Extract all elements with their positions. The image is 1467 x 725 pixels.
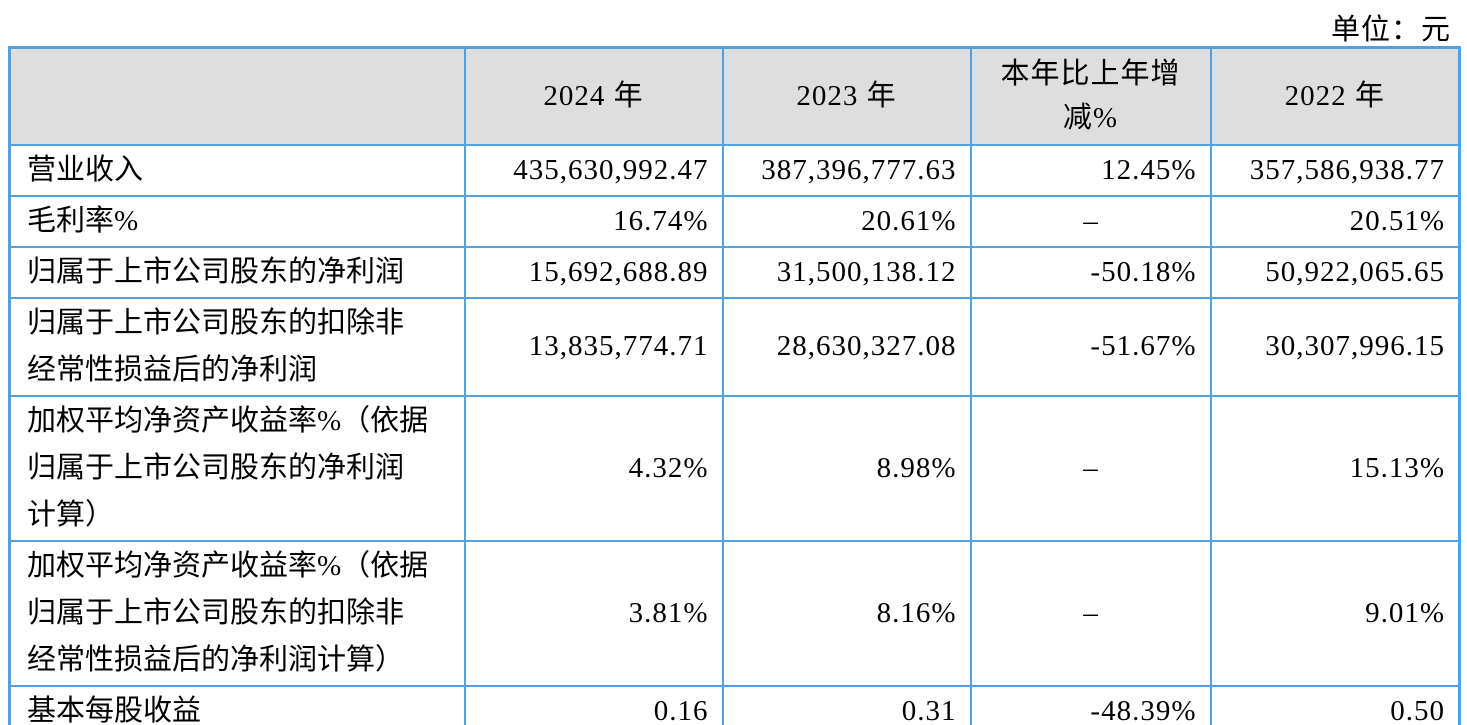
row-label: 营业收入	[8, 143, 466, 197]
cell-value: 9.01%	[1209, 539, 1461, 687]
header-cell-1: 2024 年	[463, 46, 724, 146]
table-row: 加权平均净资产收益率%（依据 归属于上市公司股东的扣除非 经常性损益后的净利润计…	[8, 539, 1461, 687]
cell-value: –	[969, 394, 1212, 542]
table-row: 加权平均净资产收益率%（依据 归属于上市公司股东的净利润 计算） 4.32% 8.9…	[8, 394, 1461, 542]
cell-value: 4.32%	[463, 394, 724, 542]
table-row: 毛利率% 16.74% 20.61% –20.51%	[8, 194, 1461, 248]
cell-value: 0.31	[721, 684, 972, 725]
cell-value: 20.51%	[1209, 194, 1461, 248]
header-cell-metric	[8, 46, 466, 146]
table-row: 营业收入 435,630,992.47 387,396,777.63 12.45% 35…	[8, 143, 1461, 197]
cell-value: 28,630,327.08	[721, 296, 972, 397]
row-label: 归属于上市公司股东的扣除非 经常性损益后的净利润	[8, 296, 466, 397]
cell-value: 20.61%	[721, 194, 972, 248]
cell-value: 8.98%	[721, 394, 972, 542]
row-label: 加权平均净资产收益率%（依据 归属于上市公司股东的净利润 计算）	[8, 394, 466, 542]
table-row: 归属于上市公司股东的扣除非 经常性损益后的净利润 13,835,774.71 28,…	[8, 296, 1461, 397]
cell-value: 15,692,688.89	[463, 245, 724, 299]
header-cell-2: 2023 年	[721, 46, 972, 146]
cell-value: -48.39%	[969, 684, 1212, 725]
cell-value: 30,307,996.15	[1209, 296, 1461, 397]
table-row: 基本每股收益 0.16 0.31 -48.39% 0.50	[8, 684, 1461, 725]
table-header: 2024 年 2023 年本年比上年增 减% 2022 年	[8, 46, 1461, 146]
table-body: 营业收入 435,630,992.47 387,396,777.63 12.45% 35…	[8, 143, 1461, 725]
cell-value: –	[969, 194, 1212, 248]
cell-value: 16.74%	[463, 194, 724, 248]
cell-value: –	[969, 539, 1212, 687]
cell-value: 31,500,138.12	[721, 245, 972, 299]
cell-value: 357,586,938.77	[1209, 143, 1461, 197]
cell-value: 0.16	[463, 684, 724, 725]
row-label: 加权平均净资产收益率%（依据 归属于上市公司股东的扣除非 经常性损益后的净利润计…	[8, 539, 466, 687]
unit-label: 单位：元	[1330, 14, 1451, 46]
cell-value: -51.67%	[969, 296, 1212, 397]
header-cell-4: 2022 年	[1209, 46, 1461, 146]
cell-value: 15.13%	[1209, 394, 1461, 542]
table-header-row: 2024 年 2023 年本年比上年增 减% 2022 年	[8, 46, 1461, 146]
cell-value: 12.45%	[969, 143, 1212, 197]
cell-value: 50,922,065.65	[1209, 245, 1461, 299]
row-label: 毛利率%	[8, 194, 466, 248]
cell-value: 13,835,774.71	[463, 296, 724, 397]
cell-value: 387,396,777.63	[721, 143, 972, 197]
table-row: 归属于上市公司股东的净利润 15,692,688.89 31,500,138.12-…	[8, 245, 1461, 299]
cell-value: 8.16%	[721, 539, 972, 687]
header-cell-3: 本年比上年增 减%	[969, 46, 1212, 146]
financial-summary-table: 2024 年 2023 年本年比上年增 减% 2022 年 营业收入 435,630,…	[8, 46, 1461, 725]
row-label: 基本每股收益	[8, 684, 466, 725]
cell-value: 435,630,992.47	[463, 143, 724, 197]
cell-value: 0.50	[1209, 684, 1461, 725]
cell-value: -50.18%	[969, 245, 1212, 299]
row-label: 归属于上市公司股东的净利润	[8, 245, 466, 299]
cell-value: 3.81%	[463, 539, 724, 687]
